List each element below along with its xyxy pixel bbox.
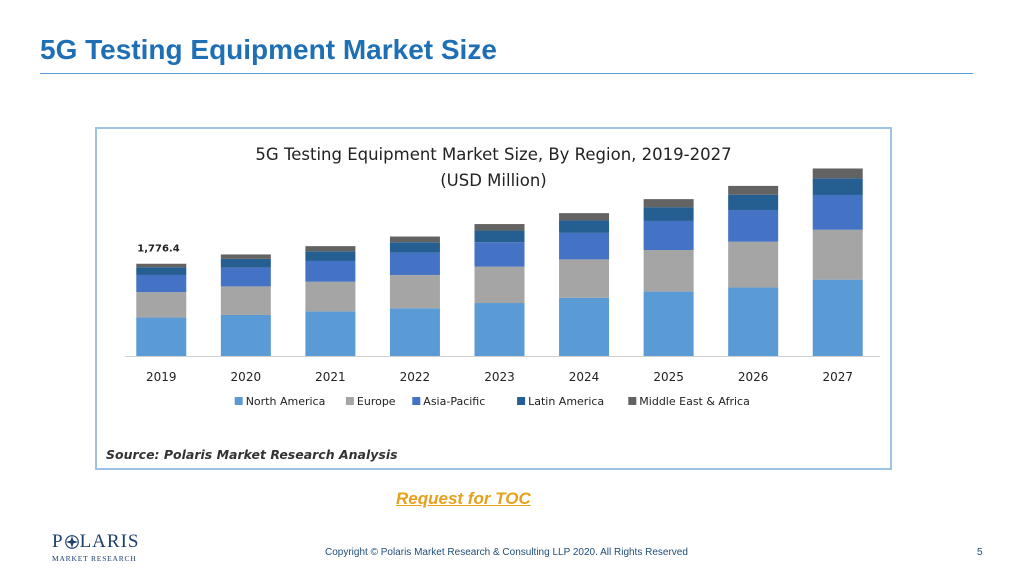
bar-segment-2026-2	[728, 210, 779, 242]
bar-segment-2024-0	[559, 297, 610, 356]
x-tick-label-2023: 2023	[484, 370, 515, 384]
chart-subtitle: (USD Million)	[440, 171, 547, 190]
bar-segment-2021-3	[305, 251, 356, 261]
copyright-text: Copyright © Polaris Market Research & Co…	[325, 547, 688, 558]
x-tick-label-2019: 2019	[146, 370, 177, 384]
bar-segment-2019-2	[136, 274, 187, 293]
bar-segment-2027-1	[812, 229, 863, 280]
bar-segment-2021-2	[305, 260, 356, 282]
bar-segment-2022-2	[389, 252, 440, 275]
bar-segment-2023-0	[474, 303, 525, 356]
x-tick-label-2026: 2026	[738, 370, 769, 384]
bar-segment-2020-4	[220, 254, 271, 259]
chart-source: Source: Polaris Market Research Analysis	[106, 447, 398, 462]
legend-swatch-3	[517, 397, 526, 405]
bar-segment-2025-1	[643, 250, 694, 292]
bar-segment-2024-2	[559, 232, 610, 260]
bar-segment-2027-0	[812, 279, 863, 356]
logo-text-left: P	[52, 531, 64, 552]
bar-segment-2023-2	[474, 242, 525, 267]
bar-segment-2023-1	[474, 266, 525, 304]
bar-segment-2022-4	[389, 236, 440, 243]
bar-segment-2025-3	[643, 207, 694, 221]
legend-label-0: North America	[246, 395, 326, 408]
bar-segment-2026-0	[728, 287, 779, 356]
bar-segment-2024-4	[559, 213, 610, 221]
bar-segment-2020-0	[220, 314, 271, 356]
bar-segment-2020-2	[220, 267, 271, 287]
legend-swatch-2	[412, 397, 421, 405]
bar-segment-2025-4	[643, 199, 694, 208]
bar-segment-2019-1	[136, 292, 187, 318]
page-number: 5	[977, 547, 983, 558]
bar-segment-2027-3	[812, 178, 863, 195]
slide-title: 5G Testing Equipment Market Size	[40, 34, 497, 65]
bar-segment-2027-4	[812, 168, 863, 179]
bar-segment-2023-4	[474, 224, 525, 231]
legend-swatch-0	[234, 397, 243, 405]
x-tick-label-2027: 2027	[822, 370, 853, 384]
bar-segment-2021-4	[305, 246, 356, 252]
request-toc-link[interactable]: Request for TOC	[396, 489, 531, 508]
bar-segment-2026-4	[728, 185, 779, 195]
compass-star-icon	[64, 535, 79, 549]
bar-segment-2020-3	[220, 258, 271, 268]
title-divider	[40, 73, 973, 74]
bar-segment-2027-2	[812, 194, 863, 230]
bar-segment-2022-3	[389, 242, 440, 253]
x-tick-label-2025: 2025	[653, 370, 684, 384]
x-tick-label-2020: 2020	[231, 370, 262, 384]
bar-segment-2025-0	[643, 291, 694, 356]
legend-label-1: Europe	[357, 395, 396, 408]
bar-segment-2019-4	[136, 263, 187, 268]
bar-segment-2020-1	[220, 286, 271, 315]
legend-swatch-1	[345, 397, 354, 405]
x-tick-label-2024: 2024	[569, 370, 600, 384]
bar-segment-2023-3	[474, 230, 525, 243]
legend-swatch-4	[628, 397, 637, 405]
bar-segment-2019-3	[136, 267, 187, 275]
data-label-2019: 1,776.4	[137, 244, 179, 255]
legend-label-3: Latin America	[528, 395, 604, 408]
bar-segment-2022-0	[389, 308, 440, 356]
logo-subtitle: MARKET RESEARCH	[52, 554, 137, 563]
x-tick-label-2021: 2021	[315, 370, 346, 384]
bar-segment-2021-0	[305, 311, 356, 356]
legend-label-2: Asia-Pacific	[423, 395, 485, 408]
polaris-logo: P LARIS MARKET RESEARCH	[52, 531, 139, 563]
bar-segment-2024-3	[559, 220, 610, 233]
stacked-bar-chart: 1,776.4 2019 2020 2021 2022 2023 2024 2025 2026 2…	[125, 168, 880, 408]
legend-label-4: Middle East & Africa	[639, 395, 750, 408]
logo-text-right: LARIS	[79, 531, 140, 552]
x-tick-label-2022: 2022	[400, 370, 431, 384]
bar-segment-2025-2	[643, 220, 694, 251]
bar-segment-2024-1	[559, 259, 610, 298]
bar-segment-2021-1	[305, 281, 356, 312]
chart-frame: 5G Testing Equipment Market Size, By Reg…	[95, 127, 892, 470]
bar-segment-2026-3	[728, 194, 779, 211]
bar-segment-2019-0	[136, 317, 187, 356]
bar-segment-2022-1	[389, 274, 440, 309]
chart-title: 5G Testing Equipment Market Size, By Reg…	[255, 145, 732, 164]
bar-segment-2026-1	[728, 241, 779, 288]
